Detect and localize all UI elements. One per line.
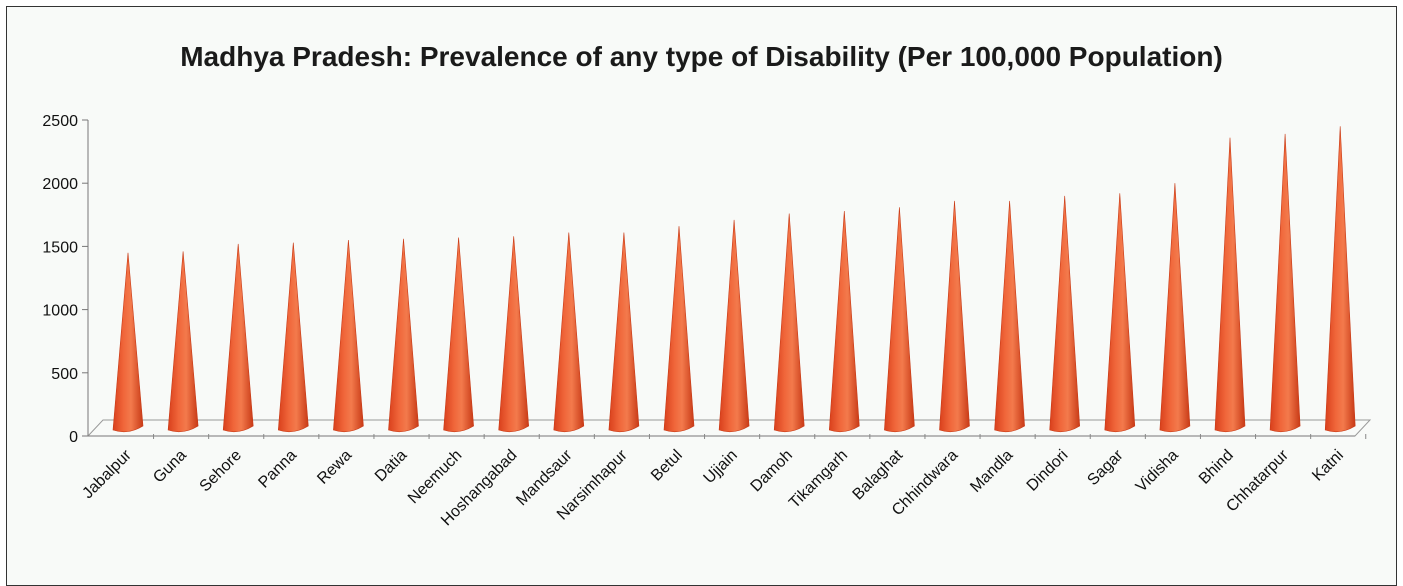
x-tick-label: Datia [372,447,411,486]
y-tick-label: 1500 [42,239,78,256]
x-tick-label: Betul [648,447,686,485]
cone-bar [939,200,970,433]
cone-body [112,252,144,433]
cone-body [167,251,199,433]
cone-body [608,232,640,433]
cone-bar [773,213,805,433]
x-tick-label: Katni [1309,447,1347,485]
cone-bar [884,207,915,433]
cone-bar [1159,183,1191,433]
cone-bar [994,200,1025,433]
cone-body [1269,133,1301,433]
cone-bar [277,242,309,433]
cone-bar [1049,195,1081,433]
cone-bar [608,232,640,433]
cone-body [443,237,474,433]
cone-bar [828,210,860,433]
x-tick-label: Panna [255,447,300,492]
cone-bar [1324,126,1356,433]
chart-title: Madhya Pradesh: Prevalence of any type o… [180,41,1223,72]
y-tick-label: 0 [69,429,78,446]
cone-bar [553,232,585,433]
x-tick-label: Mandla [967,447,1016,496]
x-tick-label: Rewa [314,447,355,488]
cone-body [939,200,970,433]
cone-bar [498,236,530,433]
cone-body [718,219,750,433]
cone-body [773,213,805,433]
cone-body [1104,193,1136,433]
cone-body [388,238,419,433]
y-tick-label: 2500 [42,113,78,130]
x-tick-label: Damoh [748,447,796,495]
cone-body [994,200,1025,433]
cone-body [333,240,364,433]
x-tick-label: Balaghat [850,446,907,503]
cone-body [663,226,695,433]
x-tick-label: Tikamgarh [786,447,851,512]
cone-bar [1104,193,1136,433]
x-tick-label: Ujjain [701,447,741,487]
cone-body [1324,126,1356,433]
x-tick-label: Vidisha [1133,447,1182,496]
y-axis-ticks: 0 500 1000 1500 2000 2500 [42,113,88,446]
x-axis-ticks: Jabalpur Guna Sehore Panna Rewa DatiaNeemuchH… [79,434,1367,529]
cone-body [1159,183,1191,433]
x-tick-label: Dindori [1024,447,1072,495]
cone-bar [222,243,254,433]
axes [86,120,1372,437]
x-tick-label: Sehore [197,447,246,496]
cone-body [222,243,254,433]
x-tick-label: Bhind [1196,447,1237,488]
cone-body [1214,137,1246,433]
x-tick-label: Guna [150,447,190,487]
cone-body [1049,195,1081,433]
cone-body [553,232,585,433]
x-tick-label: Sagar [1084,446,1127,489]
cone-bar [663,226,695,433]
cone-bar [443,237,474,433]
cone-bar [1214,137,1246,433]
cone-bar [167,251,199,433]
cone-bar [1269,133,1301,433]
cone-bar [112,252,144,433]
cone-body [277,242,309,433]
cone-body [498,236,530,433]
cone-bar [333,240,364,433]
cone-bar [388,238,419,433]
y-tick-label: 500 [51,366,78,383]
cone-body [884,207,915,433]
cone-bar [718,219,750,433]
y-tick-label: 1000 [42,303,78,320]
y-tick-label: 2000 [42,176,78,193]
cone-series [112,126,1356,433]
cone-body [828,210,860,433]
x-tick-label: Jabalpur [79,446,135,502]
